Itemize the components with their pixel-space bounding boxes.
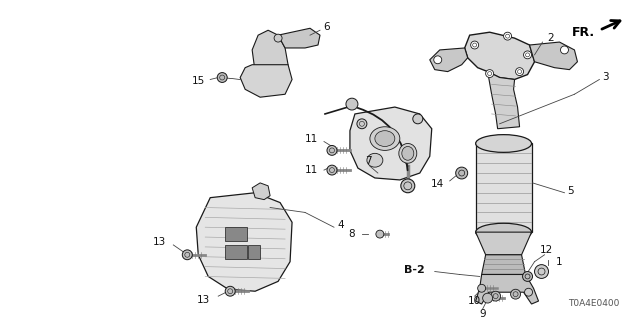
Circle shape: [346, 98, 358, 110]
Text: 12: 12: [540, 245, 553, 255]
Circle shape: [182, 250, 192, 260]
Ellipse shape: [375, 131, 395, 147]
Text: 9: 9: [479, 309, 486, 319]
Text: FR.: FR.: [572, 26, 595, 39]
Text: 7: 7: [365, 156, 372, 166]
Ellipse shape: [367, 153, 383, 167]
Polygon shape: [240, 65, 292, 97]
Circle shape: [327, 146, 337, 155]
Polygon shape: [488, 72, 520, 129]
Circle shape: [217, 73, 227, 83]
Polygon shape: [482, 255, 525, 275]
Text: B-2: B-2: [404, 265, 425, 275]
Circle shape: [225, 286, 235, 296]
Text: 11: 11: [305, 165, 318, 175]
Circle shape: [401, 179, 415, 193]
Circle shape: [534, 265, 548, 278]
Polygon shape: [529, 42, 577, 70]
Text: 1: 1: [556, 257, 562, 267]
Circle shape: [522, 272, 532, 281]
Circle shape: [327, 165, 337, 175]
Text: 5: 5: [568, 186, 574, 196]
Circle shape: [525, 288, 532, 296]
Polygon shape: [252, 183, 270, 200]
Polygon shape: [476, 143, 532, 232]
Circle shape: [434, 56, 442, 64]
Polygon shape: [430, 48, 468, 72]
Text: 10: 10: [468, 296, 481, 306]
Circle shape: [413, 114, 423, 124]
Bar: [225, 227, 247, 241]
Circle shape: [483, 293, 493, 303]
Circle shape: [491, 291, 500, 301]
Polygon shape: [476, 232, 532, 255]
Text: 13: 13: [197, 295, 210, 305]
Polygon shape: [476, 275, 538, 304]
Bar: [248, 245, 260, 259]
Polygon shape: [252, 30, 288, 82]
Ellipse shape: [476, 135, 532, 152]
Text: 3: 3: [602, 72, 609, 82]
Ellipse shape: [476, 223, 532, 241]
Circle shape: [504, 32, 511, 40]
Circle shape: [477, 284, 486, 292]
Text: 2: 2: [547, 33, 554, 43]
Ellipse shape: [399, 143, 417, 163]
Circle shape: [470, 41, 479, 49]
Circle shape: [524, 51, 532, 59]
Circle shape: [376, 230, 384, 238]
Circle shape: [511, 289, 520, 299]
Polygon shape: [278, 28, 320, 48]
Text: 15: 15: [192, 76, 205, 86]
Ellipse shape: [370, 127, 400, 150]
Circle shape: [274, 34, 282, 42]
Text: 11: 11: [305, 133, 318, 144]
Text: T0A4E0400: T0A4E0400: [568, 299, 620, 308]
Circle shape: [357, 119, 367, 129]
Text: 14: 14: [431, 179, 444, 189]
Text: 4: 4: [337, 220, 344, 230]
Circle shape: [456, 167, 468, 179]
Circle shape: [516, 68, 524, 76]
Text: 6: 6: [323, 22, 330, 32]
Circle shape: [561, 46, 568, 54]
Bar: [225, 245, 247, 259]
Polygon shape: [465, 32, 534, 79]
Circle shape: [486, 70, 493, 77]
Polygon shape: [350, 107, 432, 180]
Ellipse shape: [402, 147, 414, 160]
Polygon shape: [196, 193, 292, 291]
Text: 8: 8: [348, 229, 355, 239]
Text: 13: 13: [153, 237, 166, 247]
